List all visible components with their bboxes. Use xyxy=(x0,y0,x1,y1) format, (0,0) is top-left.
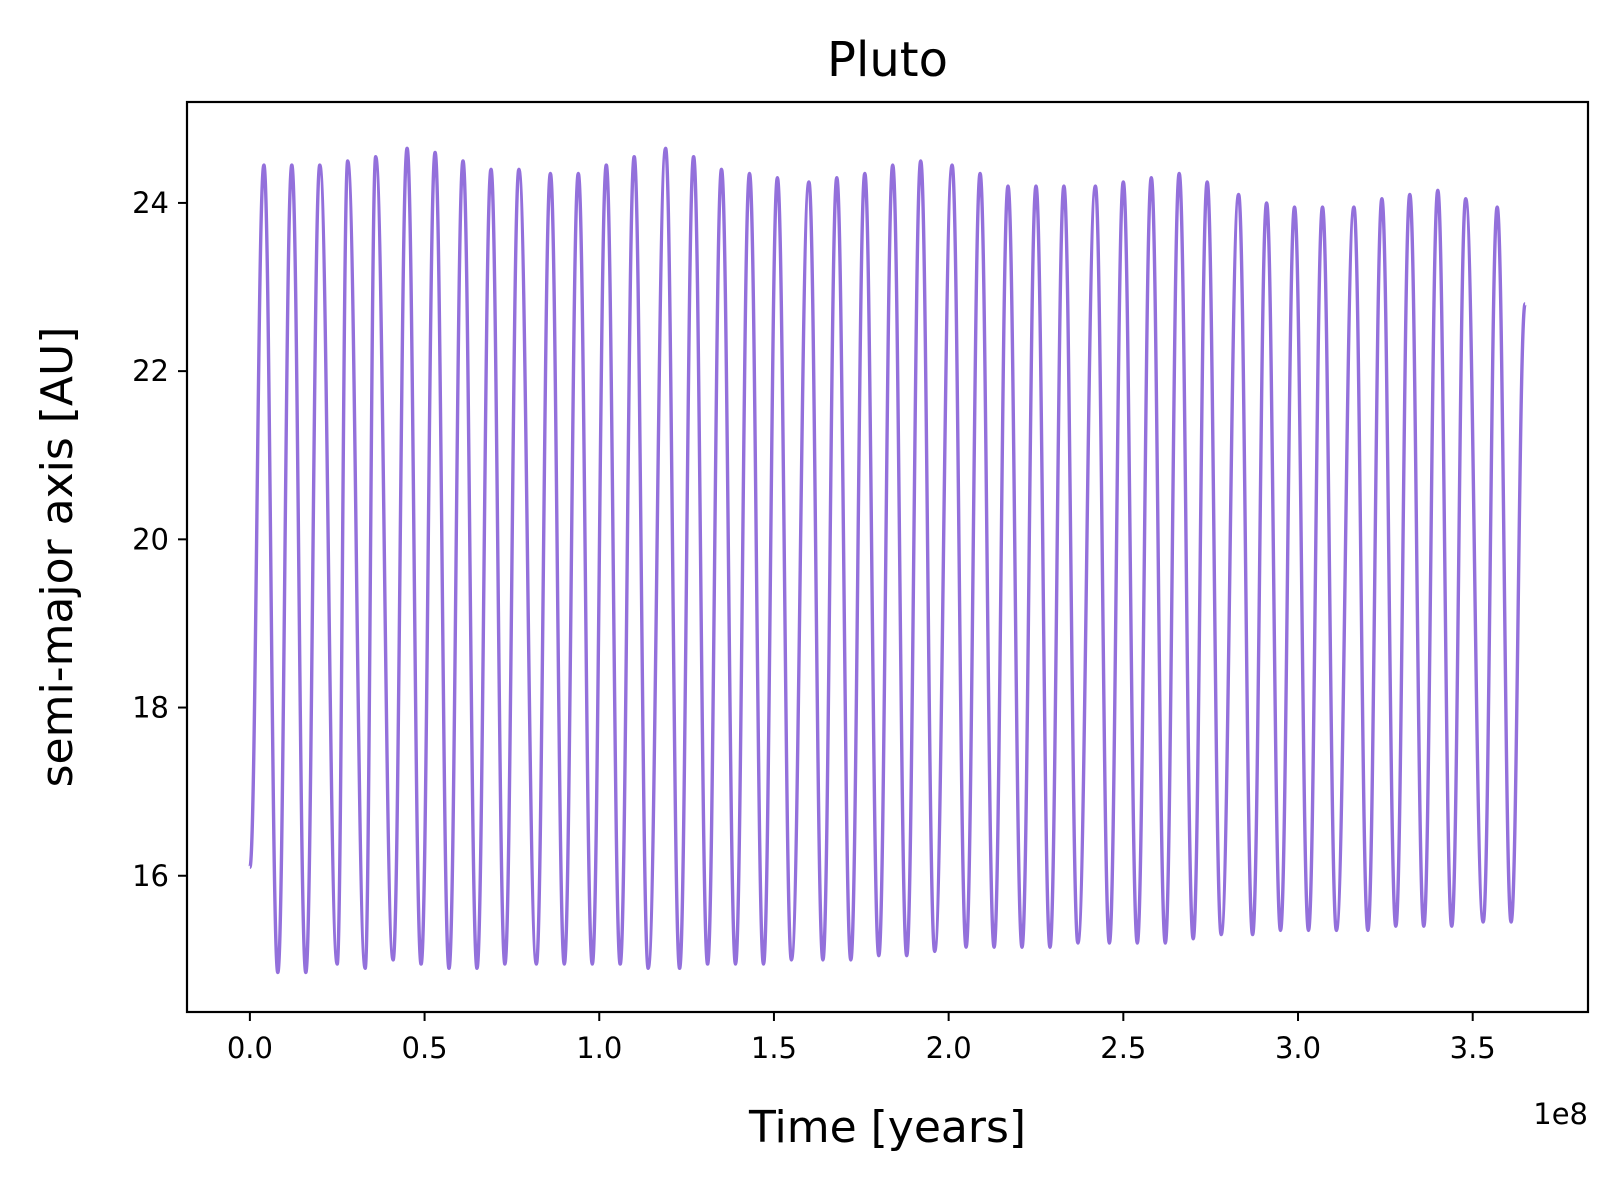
y-tick-label: 18 xyxy=(132,691,169,725)
y-tick-label: 16 xyxy=(132,859,169,893)
x-tick-label: 2.5 xyxy=(1100,1031,1146,1065)
series-layer xyxy=(248,146,1527,975)
x-tick-label: 2.0 xyxy=(926,1031,972,1065)
x-tick-label: 3.5 xyxy=(1450,1031,1496,1065)
y-axis-title: semi-major axis [AU] xyxy=(32,327,83,788)
plot-area xyxy=(185,100,1590,1014)
x-axis-ticks: 0.0 0.5 1.0 1.5 2.0 2.5 3.0 3.5 xyxy=(227,1012,1496,1065)
chart-title: Pluto xyxy=(827,32,948,88)
x-tick-label: 1.0 xyxy=(576,1031,622,1065)
x-tick-label: 3.0 xyxy=(1275,1031,1321,1065)
y-tick-label: 24 xyxy=(132,186,169,220)
semi-major-axis-series-line xyxy=(248,146,1527,975)
y-axis-ticks: 16 18 20 22 24 xyxy=(132,186,187,893)
y-tick-label: 22 xyxy=(132,354,169,388)
x-tick-label: 0.0 xyxy=(227,1031,273,1065)
x-axis-title: Time [years] xyxy=(748,1102,1026,1153)
x-tick-label: 0.5 xyxy=(402,1031,448,1065)
plot-frame xyxy=(185,100,1590,1014)
x-tick-label: 1.5 xyxy=(751,1031,797,1065)
y-tick-label: 20 xyxy=(132,522,169,556)
x-axis-offset-label: 1e8 xyxy=(1533,1097,1588,1131)
